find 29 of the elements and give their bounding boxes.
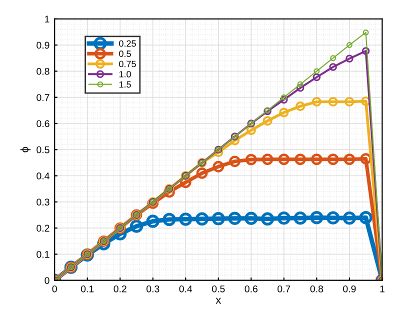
y-axis-title: ϕ — [20, 146, 31, 152]
legend-label: 0.25 — [119, 40, 136, 47]
legend-label: 0.5 — [119, 50, 131, 57]
y-tick-label: 0.7 — [36, 94, 50, 101]
x-tick-label: 0.2 — [114, 285, 126, 292]
x-tick-label: 0.1 — [80, 285, 94, 292]
x-tick-label: 0.6 — [244, 285, 258, 292]
x-tick-label: 0.3 — [146, 285, 160, 292]
y-tick-label: 0.4 — [36, 172, 50, 180]
y-tick-label: 0.6 — [36, 120, 50, 128]
legend-label: 0.75 — [119, 60, 136, 68]
y-tick-label: 0.2 — [36, 224, 50, 232]
y-tick-label: 1 — [45, 16, 50, 22]
x-tick-label: 0.9 — [343, 285, 356, 292]
x-tick-label: 0.7 — [278, 285, 290, 292]
x-tick-label: 0 — [52, 285, 57, 292]
legend-label: 1.5 — [119, 81, 131, 88]
x-axis-title: x — [216, 298, 222, 304]
y-tick-label: 0.8 — [36, 68, 50, 75]
y-tick-label: 0 — [44, 277, 50, 284]
x-tick-label: 0.5 — [212, 285, 225, 292]
y-tick-label: 0.1 — [36, 250, 50, 258]
x-tick-label: 0.8 — [310, 285, 324, 292]
legend-label: 1.0 — [119, 71, 131, 78]
y-tick-label: 0.5 — [36, 146, 50, 154]
y-tick-label: 0.9 — [36, 42, 50, 49]
x-tick-label: 1 — [380, 286, 384, 292]
y-tick-label: 0.3 — [36, 198, 50, 206]
x-tick-label: 0.4 — [179, 285, 192, 292]
